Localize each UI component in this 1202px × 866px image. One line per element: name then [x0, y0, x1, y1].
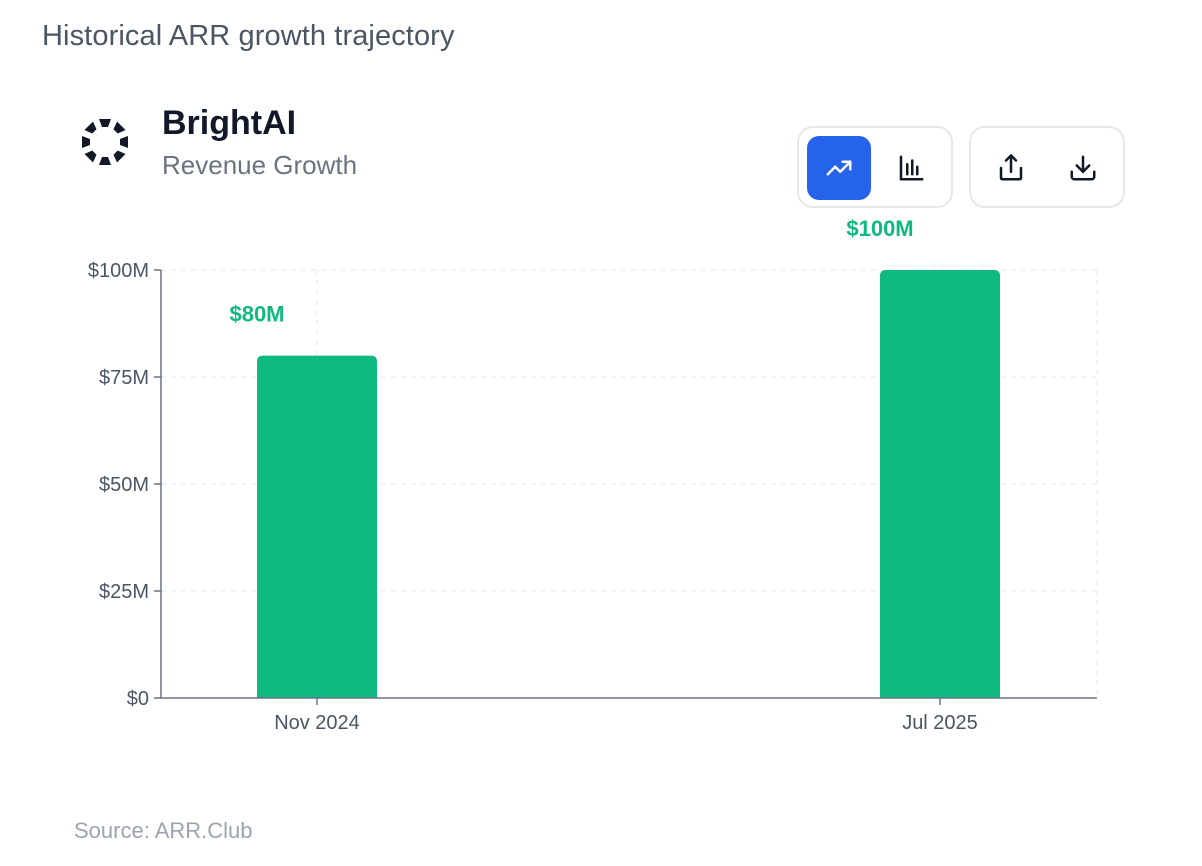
- y-tick-label: $0: [127, 688, 149, 710]
- chart-subtitle: Revenue Growth: [162, 150, 358, 180]
- bar-chart-icon: [899, 155, 924, 181]
- bar: [880, 270, 1000, 698]
- revenue-bar-chart: $0 $25M $50M $75M $100M Nov 2024 Jul 2025 $80M $…: [88, 216, 1098, 734]
- download-icon: [1070, 155, 1096, 181]
- y-tick-label: $100M: [88, 260, 149, 282]
- share-button[interactable]: [979, 136, 1043, 200]
- x-tick-label: Jul 2025: [902, 712, 978, 734]
- chart-actions: [969, 126, 1125, 208]
- share-icon: [999, 154, 1023, 181]
- download-button[interactable]: [1051, 136, 1115, 200]
- data-label: $80M: [229, 302, 284, 327]
- source-note: Source: ARR.Club: [74, 818, 253, 843]
- y-tick-label: $50M: [99, 474, 149, 496]
- y-tick-label: $75M: [99, 367, 149, 389]
- bar: [257, 355, 377, 698]
- x-tick-label: Nov 2024: [274, 712, 360, 734]
- y-tick-label: $25M: [99, 581, 149, 603]
- company-name: BrightAI: [162, 104, 297, 142]
- page-heading: Historical ARR growth trajectory: [42, 20, 455, 52]
- bar-view-button[interactable]: [879, 136, 943, 200]
- line-view-button[interactable]: [807, 136, 871, 200]
- trending-up-icon: [826, 160, 852, 176]
- chart-view-toggle: [797, 126, 953, 208]
- data-label: $100M: [846, 216, 913, 241]
- brand-logo-icon: [82, 119, 128, 165]
